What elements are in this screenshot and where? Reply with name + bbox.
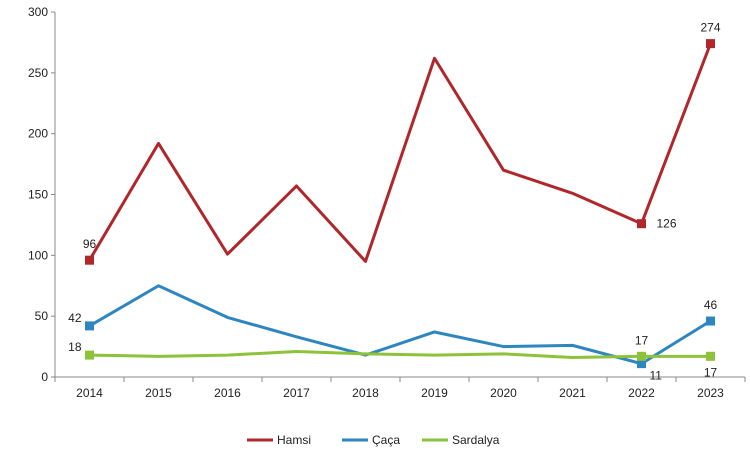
x-tick-label: 2020	[490, 386, 517, 400]
data-marker	[85, 255, 94, 265]
x-tick-label: 2023	[697, 386, 724, 400]
data-marker	[706, 316, 715, 326]
data-label: 17	[635, 333, 649, 347]
x-tick-label: 2019	[421, 386, 448, 400]
data-label: 274	[700, 21, 720, 35]
y-tick-label: 50	[35, 309, 49, 323]
series-line-Sardalya	[89, 349, 711, 360]
y-tick-label: 100	[28, 248, 48, 262]
series-line-Çaça	[88, 284, 712, 366]
x-tick-label: 2015	[145, 386, 172, 400]
x-tick-label: 2016	[214, 386, 241, 400]
data-label: 17	[704, 365, 718, 379]
data-label: 42	[68, 311, 82, 325]
x-tick-label: 2017	[283, 386, 310, 400]
y-tick-label: 250	[28, 66, 48, 80]
x-tick-label: 2018	[352, 386, 379, 400]
y-tick-label: 300	[28, 5, 48, 19]
data-marker	[706, 351, 715, 361]
data-marker	[637, 219, 646, 229]
data-label: 126	[657, 217, 677, 231]
x-tick-label: 2021	[559, 386, 586, 400]
series-line-Hamsi	[88, 43, 712, 263]
legend-label: Sardalya	[452, 433, 500, 447]
data-marker	[706, 39, 715, 49]
data-marker	[85, 321, 94, 331]
data-marker	[637, 359, 646, 369]
legend-label: Çaça	[372, 433, 400, 447]
y-tick-label: 150	[28, 188, 48, 202]
x-tick-label: 2014	[76, 386, 103, 400]
data-label: 11	[650, 369, 663, 383]
data-label: 46	[704, 298, 718, 312]
legend-label: Hamsi	[277, 433, 311, 447]
data-label: 18	[68, 340, 82, 354]
data-marker	[85, 350, 94, 360]
data-marker	[637, 351, 646, 361]
y-tick-label: 0	[41, 370, 48, 384]
data-label: 96	[83, 237, 97, 251]
x-tick-label: 2022	[628, 386, 655, 400]
y-tick-label: 200	[28, 127, 48, 141]
